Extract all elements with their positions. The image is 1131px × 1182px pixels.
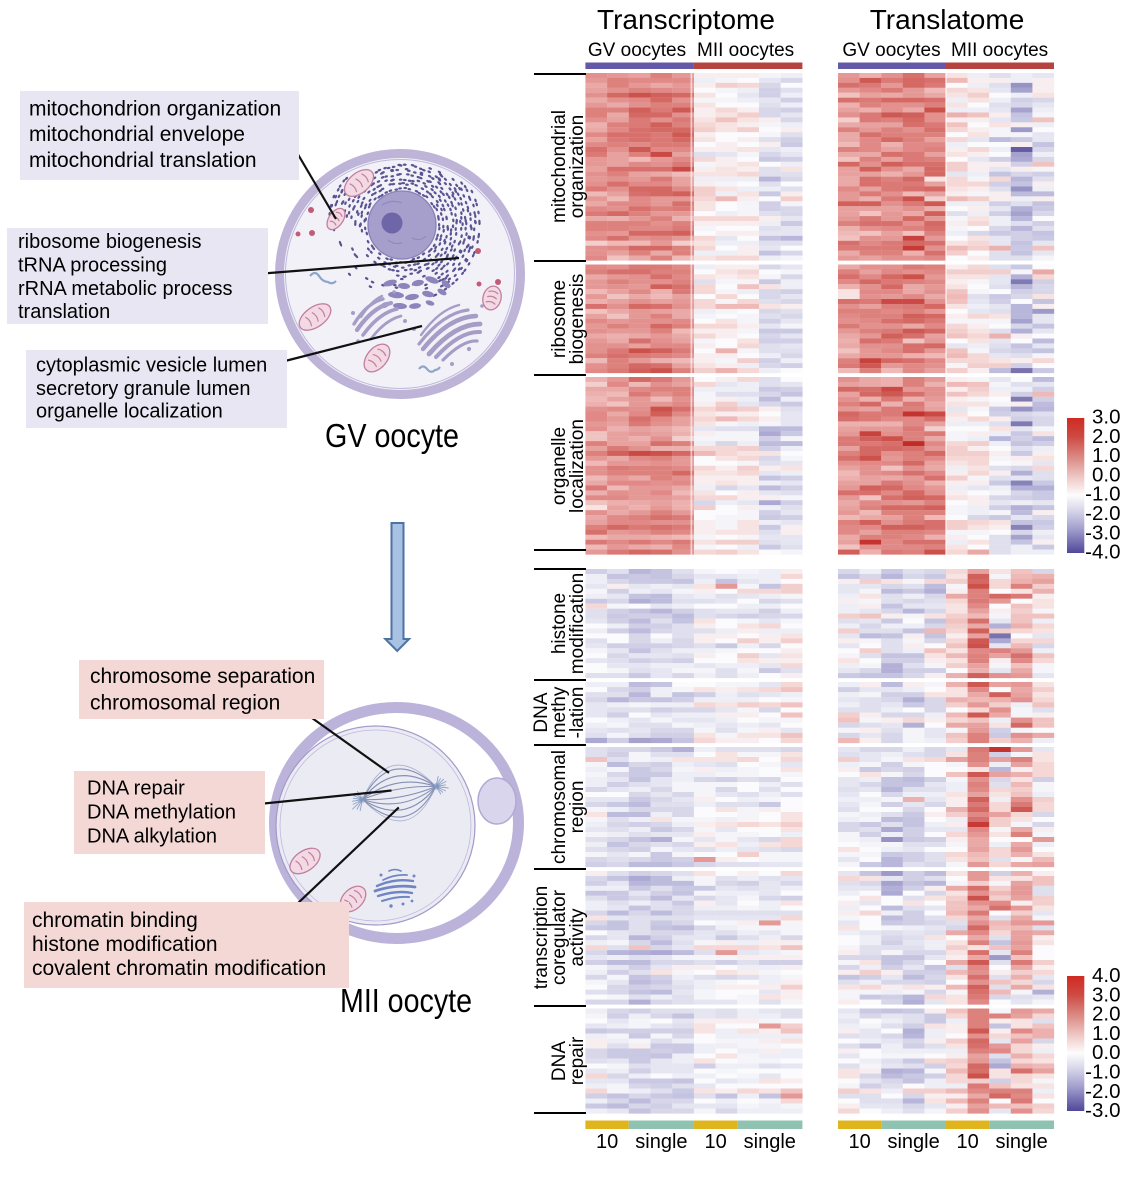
svg-text:DNA: DNA xyxy=(531,692,552,732)
svg-text:mitochondrial: mitochondrial xyxy=(549,110,570,223)
svg-text:organization: organization xyxy=(567,115,588,219)
svg-text:localization: localization xyxy=(567,419,588,513)
svg-text:-1.0: -1.0 xyxy=(1085,483,1120,506)
svg-text:translation: translation xyxy=(18,301,110,323)
svg-text:10: 10 xyxy=(848,1131,870,1153)
svg-text:single: single xyxy=(995,1131,1047,1153)
svg-text:0.0: 0.0 xyxy=(1092,463,1121,486)
svg-text:2.0: 2.0 xyxy=(1092,425,1121,448)
svg-text:-1.0: -1.0 xyxy=(1085,1061,1120,1084)
svg-text:repair: repair xyxy=(567,1036,588,1085)
svg-text:modification: modification xyxy=(567,573,588,674)
svg-text:chromosomal: chromosomal xyxy=(549,750,570,864)
svg-text:1.0: 1.0 xyxy=(1092,444,1121,467)
svg-text:1.0: 1.0 xyxy=(1092,1022,1121,1045)
svg-text:methy: methy xyxy=(549,686,570,738)
svg-text:-4.0: -4.0 xyxy=(1085,541,1120,564)
svg-text:biogenesis: biogenesis xyxy=(567,274,588,365)
svg-text:cytoplasmic vesicle lumen: cytoplasmic vesicle lumen xyxy=(36,355,267,377)
svg-text:DNA methylation: DNA methylation xyxy=(87,802,236,824)
svg-text:10: 10 xyxy=(596,1131,618,1153)
svg-text:4.0: 4.0 xyxy=(1092,964,1121,987)
svg-text:-3.0: -3.0 xyxy=(1085,521,1120,544)
svg-text:histone: histone xyxy=(549,593,570,654)
svg-text:single: single xyxy=(744,1131,796,1153)
svg-text:Translatome: Translatome xyxy=(870,4,1025,35)
svg-text:mitochondrial translation: mitochondrial translation xyxy=(29,149,257,172)
svg-text:chromosomal region: chromosomal region xyxy=(90,692,280,715)
svg-text:-lation: -lation xyxy=(567,687,588,739)
svg-text:organelle: organelle xyxy=(549,427,570,505)
svg-text:region: region xyxy=(567,781,588,834)
svg-text:3.0: 3.0 xyxy=(1092,983,1121,1006)
svg-text:tRNA processing: tRNA processing xyxy=(18,254,167,276)
svg-text:DNA alkylation: DNA alkylation xyxy=(87,825,217,847)
svg-text:mitochondrial envelope: mitochondrial envelope xyxy=(29,123,245,146)
svg-text:MII oocytes: MII oocytes xyxy=(951,40,1048,61)
svg-text:covalent chromatin modificatio: covalent chromatin modification xyxy=(32,957,326,980)
svg-text:ribosome biogenesis: ribosome biogenesis xyxy=(18,231,201,253)
svg-text:DNA repair: DNA repair xyxy=(87,778,185,800)
svg-text:3.0: 3.0 xyxy=(1092,406,1121,429)
svg-text:GV oocytes: GV oocytes xyxy=(588,40,686,61)
svg-text:activity: activity xyxy=(567,908,588,967)
svg-text:-3.0: -3.0 xyxy=(1085,1099,1120,1122)
svg-text:single: single xyxy=(887,1131,939,1153)
svg-text:0.0: 0.0 xyxy=(1092,1041,1121,1064)
svg-text:ribosome: ribosome xyxy=(549,280,570,358)
svg-text:DNA: DNA xyxy=(549,1041,570,1081)
svg-text:secretory granule lumen: secretory granule lumen xyxy=(36,378,251,400)
svg-text:10: 10 xyxy=(704,1131,726,1153)
svg-text:Transcriptome: Transcriptome xyxy=(597,4,775,35)
svg-text:2.0: 2.0 xyxy=(1092,1003,1121,1026)
svg-text:mitochondrion organization: mitochondrion organization xyxy=(29,98,281,121)
svg-text:rRNA metabolic process: rRNA metabolic process xyxy=(18,278,233,300)
svg-text:MII oocytes: MII oocytes xyxy=(697,40,794,61)
svg-text:transcription: transcription xyxy=(531,886,552,990)
svg-text:organelle localization: organelle localization xyxy=(36,401,223,423)
svg-text:MII oocyte: MII oocyte xyxy=(340,982,472,1019)
svg-text:chromosome separation: chromosome separation xyxy=(90,665,315,688)
svg-text:-2.0: -2.0 xyxy=(1085,502,1120,525)
svg-text:-2.0: -2.0 xyxy=(1085,1080,1120,1103)
svg-text:GV oocyte: GV oocyte xyxy=(325,417,459,454)
svg-text:chromatin binding: chromatin binding xyxy=(32,909,198,932)
svg-text:GV oocytes: GV oocytes xyxy=(842,40,940,61)
svg-text:10: 10 xyxy=(956,1131,978,1153)
svg-text:single: single xyxy=(635,1131,687,1153)
svg-text:histone modification: histone modification xyxy=(32,933,218,956)
svg-text:coregulator: coregulator xyxy=(549,889,570,985)
